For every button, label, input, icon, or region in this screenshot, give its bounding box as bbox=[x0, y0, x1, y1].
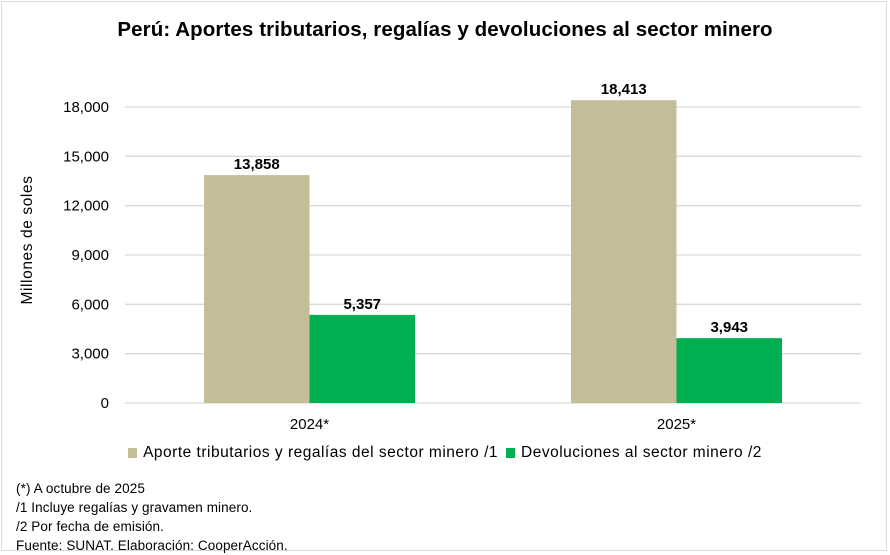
legend-swatch-aportes bbox=[128, 448, 138, 458]
y-tick-label: 6,000 bbox=[71, 296, 109, 313]
y-tick-label: 9,000 bbox=[71, 247, 109, 264]
x-category-label: 2025* bbox=[657, 416, 696, 433]
bar-devoluciones-2025 bbox=[676, 338, 782, 403]
data-label: 5,357 bbox=[343, 296, 381, 313]
category-labels: 2024* 2025* bbox=[290, 416, 696, 433]
y-tick-label: 3,000 bbox=[71, 346, 109, 363]
legend-item-aportes: Aporte tributarios y regalías del sector… bbox=[128, 444, 498, 462]
y-tick-label: 15,000 bbox=[63, 148, 109, 165]
data-labels: 13,858 5,357 18,413 3,943 bbox=[234, 81, 748, 336]
y-tick-label: 18,000 bbox=[63, 99, 109, 116]
bar-aportes-2024 bbox=[204, 175, 310, 403]
y-tick-label: 0 bbox=[101, 395, 109, 412]
bar-devoluciones-2024 bbox=[309, 314, 415, 403]
legend-label-devoluciones: Devoluciones al sector minero /2 bbox=[521, 444, 762, 461]
legend: Aporte tributarios y regalías del sector… bbox=[0, 444, 890, 462]
footnote-1: /1 Incluye regalías y gravamen minero. bbox=[16, 500, 253, 515]
legend-item-devoluciones: Devoluciones al sector minero /2 bbox=[506, 444, 762, 462]
footnote-date: (*) A octubre de 2025 bbox=[16, 481, 145, 496]
footnote-2: /2 Por fecha de emisión. bbox=[16, 519, 164, 534]
footnotes: (*) A octubre de 2025 /1 Incluye regalía… bbox=[16, 479, 288, 555]
footnote-source: Fuente: SUNAT. Elaboración: CooperAcción… bbox=[16, 538, 288, 553]
data-label: 3,943 bbox=[710, 319, 748, 336]
legend-swatch-devoluciones bbox=[506, 448, 516, 458]
chart-title: Perú: Aportes tributarios, regalías y de… bbox=[117, 18, 773, 41]
bar-aportes-2025 bbox=[571, 100, 677, 404]
x-category-label: 2024* bbox=[290, 416, 329, 433]
data-label: 13,858 bbox=[234, 156, 280, 173]
y-tick-label: 12,000 bbox=[63, 198, 109, 215]
data-label: 18,413 bbox=[601, 81, 647, 98]
y-tick-labels: 0 3,000 6,000 9,000 12,000 15,000 18,000 bbox=[63, 99, 109, 412]
legend-label-aportes: Aporte tributarios y regalías del sector… bbox=[143, 444, 499, 461]
bars bbox=[204, 100, 782, 404]
